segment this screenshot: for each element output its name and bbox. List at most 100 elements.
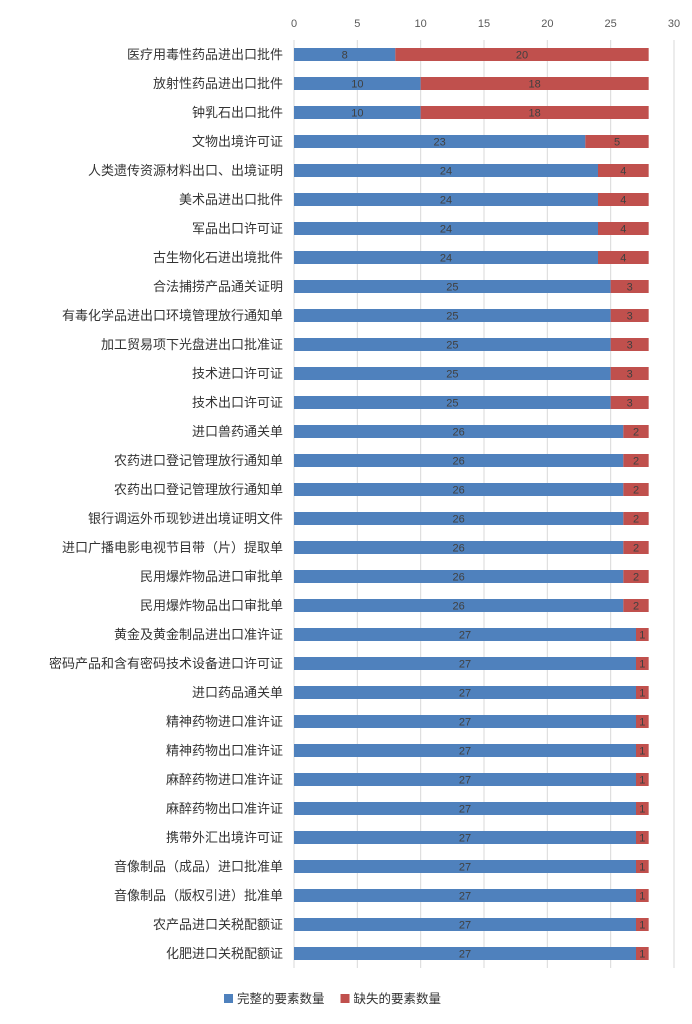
category-label: 民用爆炸物品进口审批单 — [140, 570, 283, 585]
data-label: 27 — [459, 862, 471, 874]
data-label: 27 — [459, 804, 471, 816]
category-label: 农药出口登记管理放行通知单 — [114, 482, 283, 498]
bar-segment — [636, 773, 649, 786]
bar-segment — [294, 686, 636, 699]
bar-segment — [294, 541, 624, 554]
data-label: 27 — [459, 775, 471, 787]
bar-segment — [294, 512, 624, 525]
x-tick-label: 15 — [478, 18, 490, 30]
bar-segment — [294, 309, 611, 322]
bar-segment — [294, 280, 611, 293]
bar-segment — [598, 222, 649, 235]
bar-segment — [636, 860, 649, 873]
bar-segment — [395, 48, 649, 61]
category-label: 音像制品（成品）进口批准单 — [114, 859, 283, 875]
bar-segment — [636, 918, 649, 931]
category-label: 麻醉药物进口准许证 — [166, 772, 283, 788]
data-label: 2 — [633, 601, 639, 613]
bar-segment — [610, 396, 649, 409]
data-label: 3 — [627, 282, 633, 294]
data-label: 1 — [639, 949, 645, 961]
data-label: 25 — [446, 311, 458, 323]
data-label: 2 — [633, 543, 639, 555]
data-label: 24 — [440, 253, 452, 265]
data-label: 25 — [446, 398, 458, 410]
data-label: 26 — [453, 427, 465, 439]
data-label: 3 — [627, 369, 633, 381]
bar-segment — [420, 106, 649, 119]
category-label: 军品出口许可证 — [192, 222, 283, 237]
bar-segment — [294, 744, 636, 757]
bar-segment — [294, 251, 598, 264]
data-label: 1 — [639, 688, 645, 700]
category-label: 民用爆炸物品出口审批单 — [140, 599, 283, 614]
bar-segment — [294, 338, 611, 351]
bar-segment — [610, 280, 649, 293]
data-label: 1 — [639, 833, 645, 845]
data-label: 1 — [639, 891, 645, 903]
data-label: 1 — [639, 862, 645, 874]
legend-label: 完整的要素数量 — [237, 991, 325, 1006]
data-label: 24 — [440, 224, 452, 236]
data-label: 25 — [446, 340, 458, 352]
bar-segment — [294, 657, 636, 670]
data-label: 27 — [459, 920, 471, 932]
bar-segment — [623, 599, 649, 612]
category-label: 美术品进出口批件 — [179, 193, 283, 208]
bars — [294, 48, 649, 960]
data-label: 3 — [627, 340, 633, 352]
category-label: 化肥进口关税配额证 — [166, 947, 283, 962]
x-tick-label: 25 — [605, 18, 617, 30]
category-label: 技术进口许可证 — [192, 367, 283, 382]
data-label: 2 — [633, 485, 639, 497]
data-label: 26 — [453, 514, 465, 526]
bar-segment — [294, 947, 636, 960]
data-label: 1 — [639, 804, 645, 816]
category-label: 进口兽药通关单 — [192, 425, 283, 440]
data-label: 27 — [459, 688, 471, 700]
bar-segment — [636, 657, 649, 670]
data-label: 26 — [453, 485, 465, 497]
x-tick-label: 5 — [354, 18, 360, 30]
data-label: 4 — [620, 224, 626, 236]
bar-segment — [294, 483, 624, 496]
data-label: 27 — [459, 630, 471, 642]
bar-segment — [598, 193, 649, 206]
category-label: 密码产品和含有密码技术设备进口许可证 — [49, 656, 283, 672]
bar-segment — [636, 831, 649, 844]
data-label: 26 — [453, 572, 465, 584]
bar-segment — [294, 570, 624, 583]
data-label: 4 — [620, 253, 626, 265]
bar-segment — [598, 251, 649, 264]
category-label: 银行调运外币现钞进出境证明文件 — [88, 512, 283, 527]
category-label: 进口药品通关单 — [192, 686, 283, 701]
bar-segment — [294, 889, 636, 902]
bar-segment — [636, 947, 649, 960]
data-label: 27 — [459, 833, 471, 845]
data-label: 1 — [639, 746, 645, 758]
data-label: 3 — [627, 311, 633, 323]
bar-segment — [623, 541, 649, 554]
data-label: 5 — [614, 137, 620, 149]
data-label: 10 — [351, 79, 363, 91]
gridlines — [293, 40, 675, 968]
category-label: 农药进口登记管理放行通知单 — [114, 453, 283, 469]
x-tick-label: 30 — [668, 18, 680, 30]
category-label: 黄金及黄金制品进出口准许证 — [114, 627, 283, 643]
bar-segment — [420, 77, 649, 90]
data-label: 1 — [639, 630, 645, 642]
bar-segment — [610, 309, 649, 322]
data-label: 4 — [620, 166, 626, 178]
data-label: 27 — [459, 746, 471, 758]
bar-segment — [610, 367, 649, 380]
bar-segment — [294, 222, 598, 235]
data-label: 27 — [459, 717, 471, 729]
bar-segment — [294, 715, 636, 728]
data-label: 2 — [633, 572, 639, 584]
bar-segment — [636, 802, 649, 815]
category-label: 技术出口许可证 — [192, 396, 283, 411]
bar-segment — [294, 48, 396, 61]
data-label: 25 — [446, 282, 458, 294]
category-label: 精神药物进口准许证 — [166, 715, 283, 730]
